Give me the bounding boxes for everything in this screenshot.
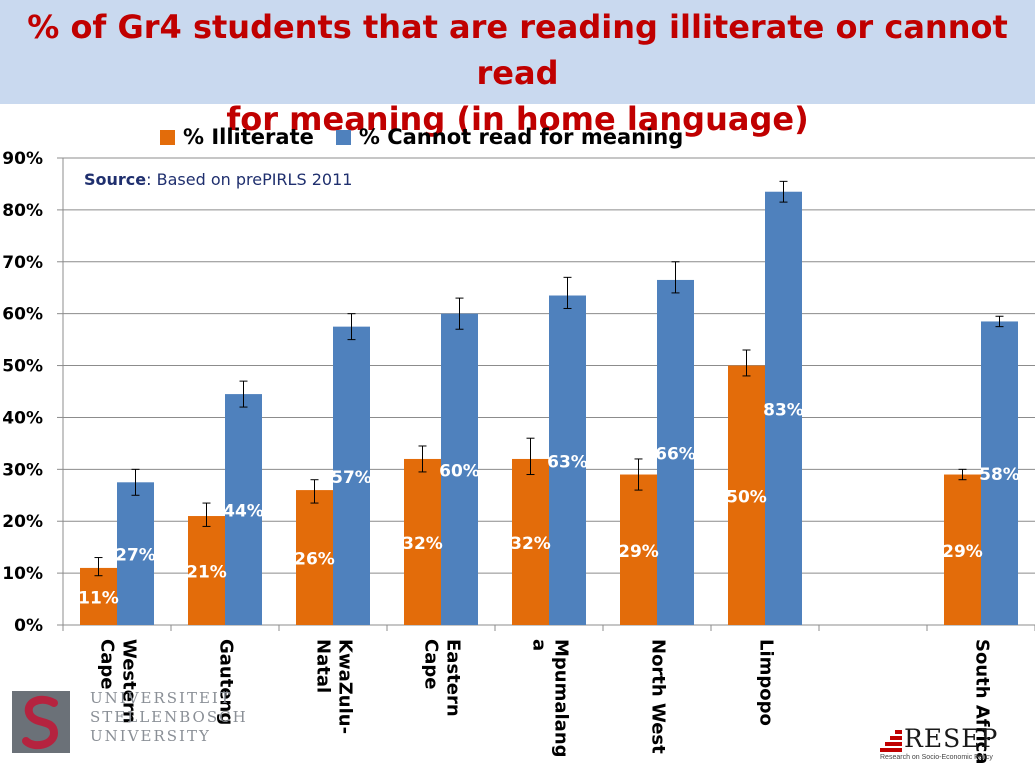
x-category-label: WesternCape <box>97 639 140 724</box>
legend-swatch-illiterate <box>160 129 175 145</box>
bar-cannot-read <box>981 321 1018 625</box>
x-category-label: Mpumalanga <box>529 639 572 758</box>
y-tick-label: 60% <box>2 305 43 325</box>
y-tick-label: 20% <box>2 512 43 532</box>
y-tick-label: 80% <box>2 201 43 221</box>
x-category-label: South Africa <box>972 639 993 764</box>
legend-item-illiterate: % Illiterate <box>160 125 314 149</box>
bar-illiterate <box>944 474 981 625</box>
bar-cannot-read <box>657 279 694 625</box>
stellenbosch-crest-icon <box>12 691 70 753</box>
bar-cannot-read <box>333 326 370 625</box>
bar-illiterate <box>188 516 225 625</box>
x-category-label: Gauteng <box>216 639 237 725</box>
bar-cannot-read <box>441 313 478 625</box>
data-label: 11% <box>78 588 119 608</box>
bar-cannot-read <box>549 295 586 625</box>
x-category-label: EasternCape <box>421 639 464 717</box>
stellenbosch-logo: UNIVERSITEIT STELLENBOSCH UNIVERSITY <box>10 689 246 759</box>
bar-illiterate <box>296 490 333 625</box>
bar-illiterate <box>80 567 117 625</box>
source-label: Source <box>84 170 147 189</box>
y-tick-label: 70% <box>2 253 43 273</box>
x-category-label-line: Western <box>119 639 140 724</box>
bar-cannot-read <box>765 191 802 625</box>
source-note: Source: Based on prePIRLS 2011 <box>84 170 352 189</box>
legend-label-illiterate: % Illiterate <box>183 125 314 149</box>
bar-illiterate <box>728 365 765 625</box>
bar-cannot-read <box>117 482 154 625</box>
resep-wordmark: RESEP <box>904 724 999 753</box>
data-label: 32% <box>510 534 551 554</box>
chart-title-line-1: % of Gr4 students that are reading illit… <box>27 8 1008 92</box>
bar-illiterate <box>404 458 441 625</box>
legend-item-cannot-read: % Cannot read for meaning <box>335 125 684 149</box>
resep-logo: RESEP Research on Socio-Economic Policy <box>880 724 1000 768</box>
x-category-label-line: KwaZulu- <box>335 639 356 734</box>
bar-cannot-read <box>225 394 262 625</box>
y-tick-label: 30% <box>2 460 43 480</box>
data-label: 50% <box>726 487 767 507</box>
x-category-label: KwaZulu-Natal <box>313 639 356 734</box>
y-tick-label: 40% <box>2 408 43 428</box>
x-category-label-line: a <box>529 639 550 651</box>
y-tick-label: 90% <box>2 149 43 169</box>
data-label: 83% <box>763 400 804 420</box>
x-category-label-line: Limpopo <box>756 639 777 726</box>
x-category-label-line: Cape <box>421 639 442 689</box>
legend: % Illiterate % Cannot read for meaning <box>160 122 705 152</box>
x-category-label-line: Gauteng <box>216 639 237 725</box>
resep-tagline: Research on Socio-Economic Policy <box>880 754 993 761</box>
data-label: 44% <box>223 502 264 522</box>
y-tick-label: 0% <box>14 616 43 636</box>
chart-title: % of Gr4 students that are reading illit… <box>0 4 1035 142</box>
bar-illiterate <box>512 458 549 625</box>
data-label: 29% <box>618 542 659 562</box>
x-category-label-line: South Africa <box>972 639 993 764</box>
data-label: 21% <box>186 563 227 583</box>
data-label: 60% <box>439 461 480 481</box>
data-label: 32% <box>402 534 443 554</box>
data-label: 63% <box>547 452 588 472</box>
x-category-label-line: North West <box>648 639 669 754</box>
source-text: : Based on prePIRLS 2011 <box>146 170 353 189</box>
x-category-label: Limpopo <box>756 639 777 726</box>
y-tick-label: 10% <box>2 564 43 584</box>
chart-title-line-2: for meaning (in home language) <box>226 100 809 138</box>
data-label: 58% <box>979 465 1020 485</box>
legend-swatch-cannot-read <box>335 129 351 145</box>
y-tick-label: 50% <box>2 357 43 377</box>
x-category-label-line: Mpumalang <box>551 639 572 758</box>
resep-steps-icon <box>880 730 902 752</box>
data-label: 27% <box>115 546 156 566</box>
stellenbosch-wordmark: UNIVERSITEIT STELLENBOSCH UNIVERSITY <box>90 689 248 745</box>
x-category-label-line: Eastern <box>443 639 464 717</box>
data-label: 66% <box>655 444 696 464</box>
x-category-label-line: Natal <box>313 639 334 693</box>
x-category-label-line: Cape <box>97 639 118 689</box>
data-label: 57% <box>331 468 372 488</box>
title-band <box>0 0 1035 104</box>
x-category-label: North West <box>648 639 669 754</box>
legend-label-cannot-read: % Cannot read for meaning <box>358 125 684 149</box>
data-label: 29% <box>942 542 983 562</box>
data-label: 26% <box>294 550 335 570</box>
bar-illiterate <box>620 474 657 625</box>
